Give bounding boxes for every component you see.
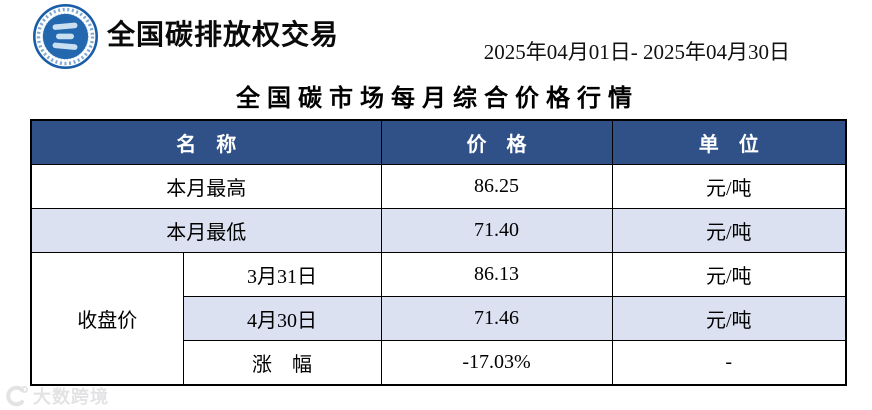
watermark-icon — [6, 385, 28, 407]
table-row-month-low: 本月最低 71.40 元/吨 — [30, 208, 847, 253]
page-title: 全国碳市场每月综合价格行情 — [236, 86, 639, 112]
brand-title: 全国碳排放权交易 — [107, 20, 340, 51]
watermark: 大数跨境 — [3, 383, 109, 409]
table-row-change-pct: 涨 幅 -17.03% - — [31, 340, 847, 386]
table-header-row: 名 称 价 格 单 位 — [30, 119, 847, 165]
cell-unit: - — [611, 340, 847, 386]
header-price: 价 格 — [380, 119, 613, 165]
cell-price: 86.13 — [380, 252, 613, 297]
cell-unit: 元/吨 — [611, 164, 847, 209]
cell-unit: 元/吨 — [611, 296, 847, 341]
cell-price: -17.03% — [380, 340, 613, 386]
table-row-close-apr30: 4月30日 71.46 元/吨 — [31, 296, 847, 341]
header-name: 名 称 — [30, 119, 382, 165]
cell-price: 71.40 — [380, 208, 613, 253]
watermark-text: 大数跨境 — [33, 387, 109, 407]
cell-group-closing-price: 收盘价 — [30, 252, 184, 386]
header-unit: 单 位 — [611, 119, 847, 165]
cell-unit: 元/吨 — [611, 208, 847, 253]
cell-name: 4月30日 — [182, 296, 382, 341]
cell-price: 86.25 — [380, 164, 613, 209]
cell-name: 涨 幅 — [182, 340, 382, 386]
table-row-month-high: 本月最高 86.25 元/吨 — [30, 164, 847, 209]
cell-unit: 元/吨 — [611, 252, 847, 297]
table-row-close-mar31: 收盘价 3月31日 86.13 元/吨 — [30, 252, 847, 386]
cell-price: 71.46 — [380, 296, 613, 341]
cell-name: 本月最高 — [30, 164, 382, 209]
cell-name: 本月最低 — [30, 208, 382, 253]
date-range: 2025年04月01日- 2025年04月30日 — [483, 40, 790, 64]
logo-badge-icon — [32, 3, 99, 70]
monthly-price-table: 名 称 价 格 单 位 本月最高 86.25 元/吨 本月最低 71.40 元/… — [30, 119, 847, 386]
cell-name: 3月31日 — [182, 252, 382, 297]
carbon-exchange-logo-icon — [32, 3, 99, 70]
